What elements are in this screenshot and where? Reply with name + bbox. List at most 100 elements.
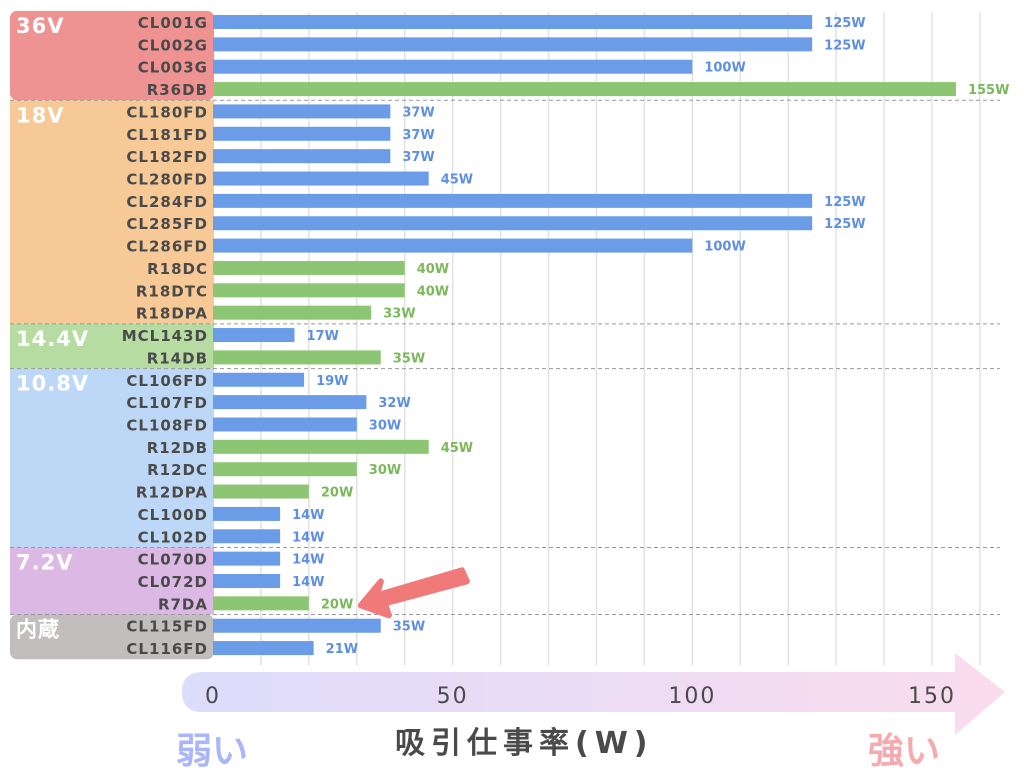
value-label: 45W xyxy=(441,173,473,188)
value-label: 17W xyxy=(306,329,338,344)
value-label: 45W xyxy=(441,441,473,456)
x-tick-label: 50 xyxy=(437,684,469,709)
model-label: CL180FD xyxy=(126,103,208,121)
model-label: R18DPA xyxy=(136,305,208,323)
high-label: 強い xyxy=(868,731,941,770)
model-label: CL003G xyxy=(138,59,208,77)
bar-CL001G xyxy=(213,15,813,29)
group-band-内蔵 xyxy=(10,614,214,660)
value-label: 125W xyxy=(824,217,865,232)
model-label: R12DB xyxy=(147,439,208,457)
value-label: 100W xyxy=(704,61,745,76)
bar-CL115FD xyxy=(213,618,381,633)
bar-CL072D xyxy=(213,574,281,588)
value-label: 14W xyxy=(292,575,324,590)
model-label: R12DPA xyxy=(136,484,208,502)
bar-CL180FD xyxy=(213,104,391,119)
bar-R7DA xyxy=(213,596,309,611)
value-label: 155W xyxy=(968,83,1009,98)
model-label: CL280FD xyxy=(126,171,208,189)
group-label: 内蔵 xyxy=(16,618,60,642)
model-label: CL106FD xyxy=(126,372,208,390)
model-label: CL002G xyxy=(138,36,208,54)
group-label: 14.4V xyxy=(16,327,89,351)
bar-R18DTC xyxy=(213,283,405,298)
value-label: 35W xyxy=(393,620,425,635)
value-label: 40W xyxy=(417,284,449,299)
group-band-36V xyxy=(10,10,214,101)
bar-R12DPA xyxy=(213,484,309,499)
bar-CL182FD xyxy=(213,149,391,164)
model-label: CL284FD xyxy=(126,193,208,211)
value-label: 20W xyxy=(321,486,353,501)
value-label: 32W xyxy=(378,396,410,411)
model-label: CL100D xyxy=(138,506,208,524)
pointer-arrow-icon xyxy=(357,567,470,619)
bar-R18DC xyxy=(213,260,405,275)
bar-CL280FD xyxy=(213,171,429,186)
group-band-18V xyxy=(10,100,214,324)
group-band-10.8V xyxy=(10,368,214,548)
model-label: R14DB xyxy=(147,349,208,367)
value-label: 20W xyxy=(321,597,353,612)
value-label: 40W xyxy=(417,262,449,277)
value-label: 21W xyxy=(326,642,358,657)
model-label: CL072D xyxy=(138,573,208,591)
value-label: 14W xyxy=(292,553,324,568)
x-tick-label: 100 xyxy=(668,684,716,709)
bar-R18DPA xyxy=(213,305,372,320)
group-label: 36V xyxy=(16,14,64,38)
bar-R36DB xyxy=(213,82,956,97)
model-label: R12DC xyxy=(147,461,208,479)
value-label: 125W xyxy=(824,195,865,210)
model-label: CL116FD xyxy=(126,640,208,658)
bar-MCL143D xyxy=(213,328,295,343)
bar-CL108FD xyxy=(213,417,357,432)
model-label: CL107FD xyxy=(126,394,208,412)
bar-R12DB xyxy=(213,439,429,454)
model-label: MCL143D xyxy=(122,327,208,345)
model-label: CL108FD xyxy=(126,416,208,434)
value-label: 14W xyxy=(292,508,324,523)
value-label: 37W xyxy=(402,128,434,143)
value-label: 30W xyxy=(369,418,401,433)
bar-CL100D xyxy=(213,506,281,521)
bar-R12DC xyxy=(213,462,357,477)
group-band-7.2V xyxy=(10,547,214,615)
model-label: CL286FD xyxy=(126,238,208,256)
axis-arrow-icon xyxy=(182,653,1005,735)
value-label: 125W xyxy=(824,38,865,53)
model-label: R18DC xyxy=(147,260,208,278)
x-tick-label: 0 xyxy=(205,684,221,709)
value-label: 19W xyxy=(316,374,348,389)
model-label: R36DB xyxy=(147,81,208,99)
value-label: 37W xyxy=(402,105,434,120)
bar-CL002G xyxy=(213,37,813,52)
bar-CL181FD xyxy=(213,126,391,141)
group-band-14.4V xyxy=(10,323,214,369)
low-label: 弱い xyxy=(176,731,249,770)
bar-CL106FD xyxy=(213,372,305,387)
model-label: R18DTC xyxy=(136,282,208,300)
bar-CL102D xyxy=(213,529,281,544)
model-label: CL285FD xyxy=(126,215,208,233)
model-label: CL181FD xyxy=(126,126,208,144)
model-label: R7DA xyxy=(158,595,208,613)
bar-CL285FD xyxy=(213,216,813,231)
group-label: 7.2V xyxy=(16,550,73,574)
group-label: 10.8V xyxy=(16,372,89,396)
bar-CL003G xyxy=(213,59,693,74)
bar-CL070D xyxy=(213,551,281,566)
value-label: 35W xyxy=(393,351,425,366)
model-label: CL001G xyxy=(138,14,208,32)
model-label: CL115FD xyxy=(126,618,208,636)
group-label: 18V xyxy=(16,103,64,127)
value-label: 100W xyxy=(704,240,745,255)
value-label: 125W xyxy=(824,16,865,31)
value-label: 30W xyxy=(369,463,401,478)
bar-CL107FD xyxy=(213,395,367,410)
value-label: 33W xyxy=(383,307,415,322)
model-label: CL102D xyxy=(138,528,208,546)
